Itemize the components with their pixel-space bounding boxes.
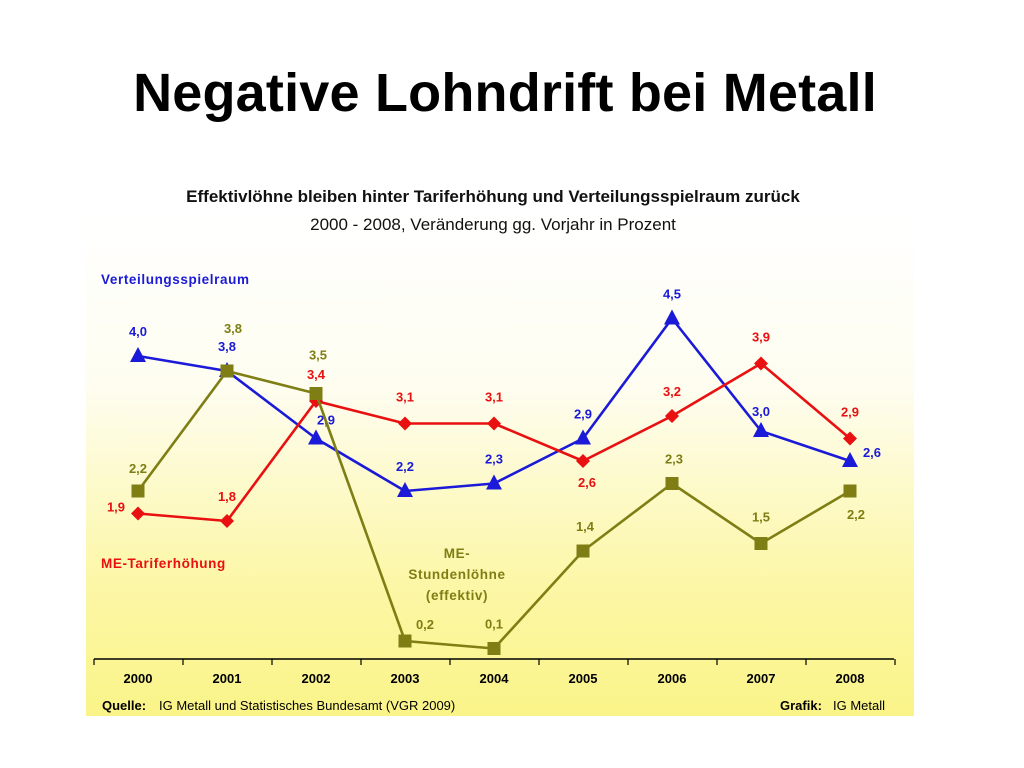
data-label: 1,4 bbox=[576, 519, 595, 534]
data-label: 1,9 bbox=[107, 500, 125, 515]
chart-subtitle: 2000 - 2008, Veränderung gg. Vorjahr in … bbox=[310, 215, 676, 234]
data-point bbox=[308, 429, 324, 445]
series-line-2 bbox=[137, 362, 851, 523]
data-label: 0,2 bbox=[416, 617, 434, 632]
data-label: 3,9 bbox=[752, 330, 770, 345]
x-tick-label: 2002 bbox=[302, 671, 331, 686]
data-label: 3,2 bbox=[663, 384, 681, 399]
data-point bbox=[575, 429, 591, 445]
x-tick-label: 2000 bbox=[124, 671, 153, 686]
data-point bbox=[220, 514, 234, 528]
data-point bbox=[843, 484, 857, 498]
data-label: 2,3 bbox=[485, 452, 503, 467]
data-label: 3,1 bbox=[396, 390, 414, 405]
data-label: 3,0 bbox=[752, 404, 770, 419]
plot-area: 4,0 3,8 2,9 2,2 2,3 2,9 4,5 3,0 2,6 Verteilungssp… bbox=[101, 272, 881, 655]
data-label: 2,3 bbox=[665, 452, 683, 467]
data-point bbox=[487, 416, 501, 431]
data-point bbox=[398, 416, 412, 431]
x-tick-label: 2005 bbox=[569, 671, 598, 686]
data-point bbox=[665, 409, 679, 423]
chart-title: Effektivlöhne bleiben hinter Tariferhöhu… bbox=[186, 187, 800, 206]
data-label: 3,8 bbox=[218, 339, 236, 354]
data-point bbox=[131, 506, 145, 521]
data-label: 2,9 bbox=[841, 405, 859, 420]
data-point bbox=[398, 634, 412, 648]
x-tick-label: 2006 bbox=[658, 671, 687, 686]
x-tick-label: 2004 bbox=[480, 671, 510, 686]
data-point bbox=[576, 544, 590, 558]
series-label: ME-Stundenlöhne (effektiv) bbox=[408, 546, 505, 603]
data-label: 2,2 bbox=[847, 507, 865, 522]
data-label: 1,8 bbox=[218, 489, 236, 504]
data-point bbox=[754, 537, 768, 550]
data-point bbox=[843, 431, 857, 446]
x-tick-label: 2001 bbox=[213, 671, 242, 686]
series-label: ME-Tariferhöhung bbox=[101, 556, 226, 571]
credit-text: IG Metall bbox=[833, 698, 885, 713]
data-label: 3,1 bbox=[485, 390, 503, 405]
data-point bbox=[753, 422, 769, 437]
x-tick-label: 2003 bbox=[391, 671, 420, 686]
data-point bbox=[665, 477, 679, 490]
slide-title: Negative Lohndrift bei Metall bbox=[133, 63, 877, 123]
data-label: 2,6 bbox=[863, 445, 881, 460]
line-chart: Effektivlöhne bleiben hinter Tariferhöhu… bbox=[93, 187, 896, 713]
data-point bbox=[131, 484, 145, 498]
data-label: 3,4 bbox=[307, 367, 326, 382]
data-point bbox=[576, 454, 590, 468]
credit-label: Grafik: bbox=[780, 698, 822, 713]
data-label: 4,5 bbox=[663, 287, 681, 302]
data-label: 2,6 bbox=[578, 475, 596, 490]
data-label: 2,2 bbox=[396, 459, 414, 474]
series-label: Verteilungsspielraum bbox=[101, 272, 250, 287]
data-point bbox=[487, 642, 501, 655]
data-label: 3,8 bbox=[224, 321, 242, 336]
x-tick-label: 2007 bbox=[747, 671, 776, 686]
data-point bbox=[130, 347, 146, 362]
data-point bbox=[664, 309, 680, 325]
data-label: 3,5 bbox=[309, 348, 327, 363]
chart-panel: Effektivlöhne bleiben hinter Tariferhöhu… bbox=[86, 168, 914, 716]
source-text: IG Metall und Statistisches Bundesamt (V… bbox=[159, 698, 455, 713]
data-point bbox=[486, 474, 502, 490]
data-label: 4,0 bbox=[129, 324, 147, 339]
data-label: 2,9 bbox=[574, 407, 592, 422]
data-point bbox=[309, 387, 323, 400]
data-point bbox=[754, 356, 768, 371]
series-line-3 bbox=[136, 369, 851, 650]
data-point bbox=[842, 452, 858, 467]
x-axis: 2000 2001 2002 2003 2004 2005 2006 2007 2008 bbox=[93, 658, 896, 686]
data-label: 1,5 bbox=[752, 510, 770, 525]
data-label: 0,1 bbox=[485, 617, 503, 632]
data-label: 2,2 bbox=[129, 461, 147, 476]
x-tick-label: 2008 bbox=[836, 671, 865, 686]
data-point bbox=[397, 482, 413, 497]
data-point bbox=[220, 364, 234, 378]
source-label: Quelle: bbox=[102, 698, 146, 713]
